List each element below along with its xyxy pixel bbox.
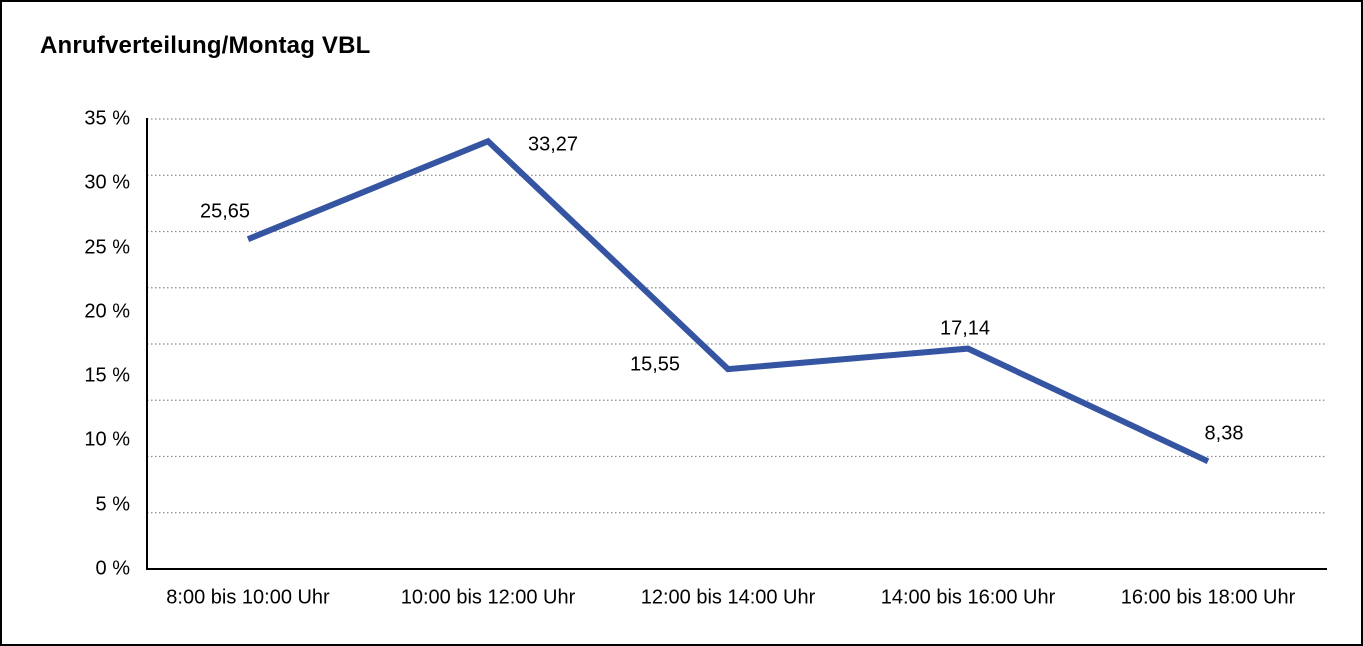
y-axis-tick-label: 15 % <box>84 364 130 387</box>
y-axis-tick-label: 30 % <box>84 171 130 194</box>
data-series-line <box>246 137 1210 465</box>
x-axis-category-label: 12:00 bis 14:00 Uhr <box>640 586 816 609</box>
data-point-label: 25,65 <box>199 200 251 223</box>
y-axis-tick-label: 5 % <box>95 493 130 516</box>
y-axis-tick-label: 35 % <box>84 107 130 130</box>
data-point-label: 15,55 <box>629 353 681 376</box>
series-group <box>246 137 1210 465</box>
data-point-label: 8,38 <box>1204 422 1244 445</box>
y-axis-tick-label: 10 % <box>84 428 130 451</box>
y-axis-tick-label: 0 % <box>95 557 130 580</box>
x-axis-category-label: 16:00 bis 18:00 Uhr <box>1120 586 1296 609</box>
x-axis-category-label: 8:00 bis 10:00 Uhr <box>166 586 330 609</box>
gridlines-group <box>147 118 1327 514</box>
data-point-label: 33,27 <box>527 133 579 156</box>
y-axis-tick-label: 20 % <box>84 300 130 323</box>
x-axis-category-label: 14:00 bis 16:00 Uhr <box>880 586 1056 609</box>
chart-title: Anrufverteilung/Montag VBL <box>40 32 371 59</box>
y-axis-tick-label: 25 % <box>84 236 130 259</box>
axes-group <box>146 118 1327 570</box>
data-point-label: 17,14 <box>939 317 991 340</box>
x-axis-category-label: 10:00 bis 12:00 Uhr <box>400 586 576 609</box>
